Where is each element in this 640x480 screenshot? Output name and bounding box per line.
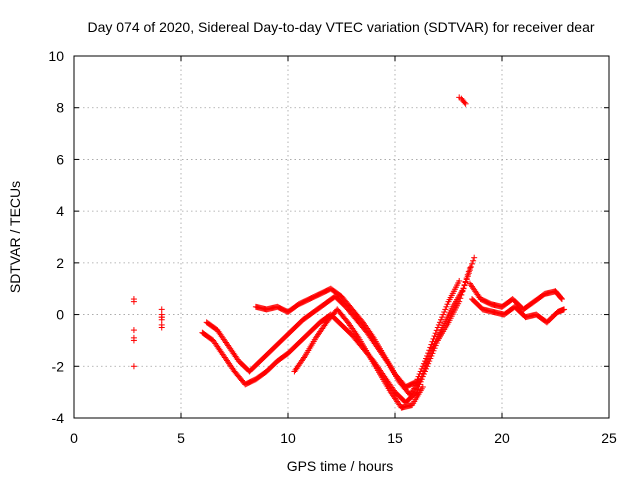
y-tick-label: -4 xyxy=(52,410,65,426)
data-point xyxy=(433,327,440,334)
y-tick-label: 8 xyxy=(56,100,64,116)
data-point xyxy=(431,333,438,340)
data-point xyxy=(423,355,430,362)
data-point xyxy=(412,379,419,386)
data-point xyxy=(414,376,421,383)
y-tick-label: 6 xyxy=(56,151,64,167)
data-point xyxy=(432,330,439,337)
x-tick-label: 15 xyxy=(387,430,403,446)
y-tick-label: 4 xyxy=(56,203,64,219)
y-tick-label: -2 xyxy=(52,358,65,374)
data-point xyxy=(466,267,473,274)
data-point xyxy=(418,365,425,372)
data-point xyxy=(419,383,426,390)
data-point xyxy=(420,360,427,367)
data-point xyxy=(440,311,447,318)
data-point xyxy=(444,301,451,308)
data-point xyxy=(558,295,565,302)
y-tick-label: 2 xyxy=(56,255,64,271)
data-point xyxy=(462,279,469,286)
data-point xyxy=(434,324,441,331)
data-point xyxy=(415,373,422,380)
y-tick-label: 0 xyxy=(56,307,64,323)
data-point xyxy=(467,263,474,270)
plot-frame xyxy=(73,55,610,419)
data-point xyxy=(421,358,428,365)
data-point xyxy=(460,285,467,292)
data-point xyxy=(417,368,424,375)
data-point xyxy=(470,257,477,264)
x-axis-label: GPS time / hours xyxy=(287,458,394,474)
data-point xyxy=(439,314,446,321)
data-point xyxy=(158,324,165,331)
y-axis-label: SDTVAR / TECUs xyxy=(7,181,23,293)
data-point xyxy=(441,308,448,315)
data-point xyxy=(435,321,442,328)
data-point xyxy=(413,378,420,385)
chart-title: Day 074 of 2020, Sidereal Day-to-day VTE… xyxy=(87,19,594,35)
data-point xyxy=(416,371,423,378)
data-point xyxy=(130,337,137,344)
x-tick-label: 20 xyxy=(494,430,510,446)
data-point xyxy=(424,352,431,359)
y-tick-label: 10 xyxy=(48,48,64,64)
data-point xyxy=(462,100,469,107)
data-point xyxy=(442,306,449,313)
data-point xyxy=(426,347,433,354)
data-point xyxy=(427,344,434,351)
data-point xyxy=(558,296,565,303)
x-tick-label: 25 xyxy=(601,430,617,446)
data-point xyxy=(429,338,436,345)
data-point xyxy=(130,363,137,370)
data-point xyxy=(158,306,165,313)
tick-layer: 0 5 10 15 20 25 -4 -2 0 2 4 6 8 10 xyxy=(48,48,617,446)
data-point xyxy=(430,335,437,342)
data-point xyxy=(456,277,463,284)
data-point xyxy=(130,327,137,334)
data-point xyxy=(469,260,476,267)
data-point xyxy=(419,363,426,370)
data-point xyxy=(461,282,468,289)
data-point xyxy=(561,306,568,313)
x-tick-label: 5 xyxy=(177,430,185,446)
data-point xyxy=(158,314,165,321)
data-point xyxy=(471,254,478,261)
x-tick-label: 10 xyxy=(280,430,296,446)
data-point xyxy=(130,298,137,305)
data-point xyxy=(463,276,470,283)
data-point xyxy=(428,341,435,348)
data-point xyxy=(438,316,445,323)
data-point xyxy=(436,319,443,326)
data-point xyxy=(425,350,432,357)
data-point xyxy=(464,273,471,280)
data-point xyxy=(465,270,472,277)
x-tick-label: 0 xyxy=(70,430,78,446)
grid-layer xyxy=(74,56,609,418)
data-points xyxy=(130,94,568,411)
data-point xyxy=(443,303,450,310)
data-point xyxy=(461,99,468,106)
